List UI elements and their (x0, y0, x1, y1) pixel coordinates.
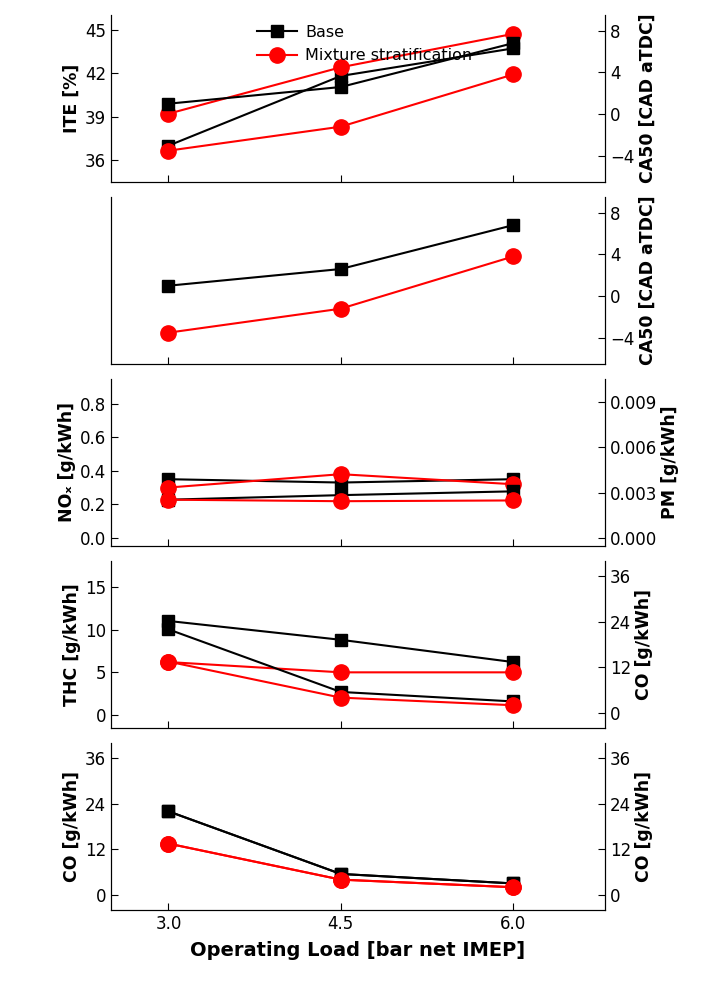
Y-axis label: ITE [%]: ITE [%] (63, 64, 81, 133)
Y-axis label: CO [g/kWh]: CO [g/kWh] (63, 771, 81, 882)
Y-axis label: CO [g/kWh]: CO [g/kWh] (635, 589, 653, 700)
Legend: Base, Mixture stratification: Base, Mixture stratification (257, 25, 473, 63)
X-axis label: Operating Load [bar net IMEP]: Operating Load [bar net IMEP] (190, 941, 526, 960)
Y-axis label: THC [g/kWh]: THC [g/kWh] (63, 583, 81, 706)
Y-axis label: CO [g/kWh]: CO [g/kWh] (635, 771, 653, 882)
Y-axis label: PM [g/kWh]: PM [g/kWh] (662, 406, 679, 519)
Y-axis label: CA50 [CAD aTDC]: CA50 [CAD aTDC] (639, 196, 657, 365)
Y-axis label: CA50 [CAD aTDC]: CA50 [CAD aTDC] (639, 14, 657, 183)
Y-axis label: NOₓ [g/kWh]: NOₓ [g/kWh] (57, 402, 76, 522)
